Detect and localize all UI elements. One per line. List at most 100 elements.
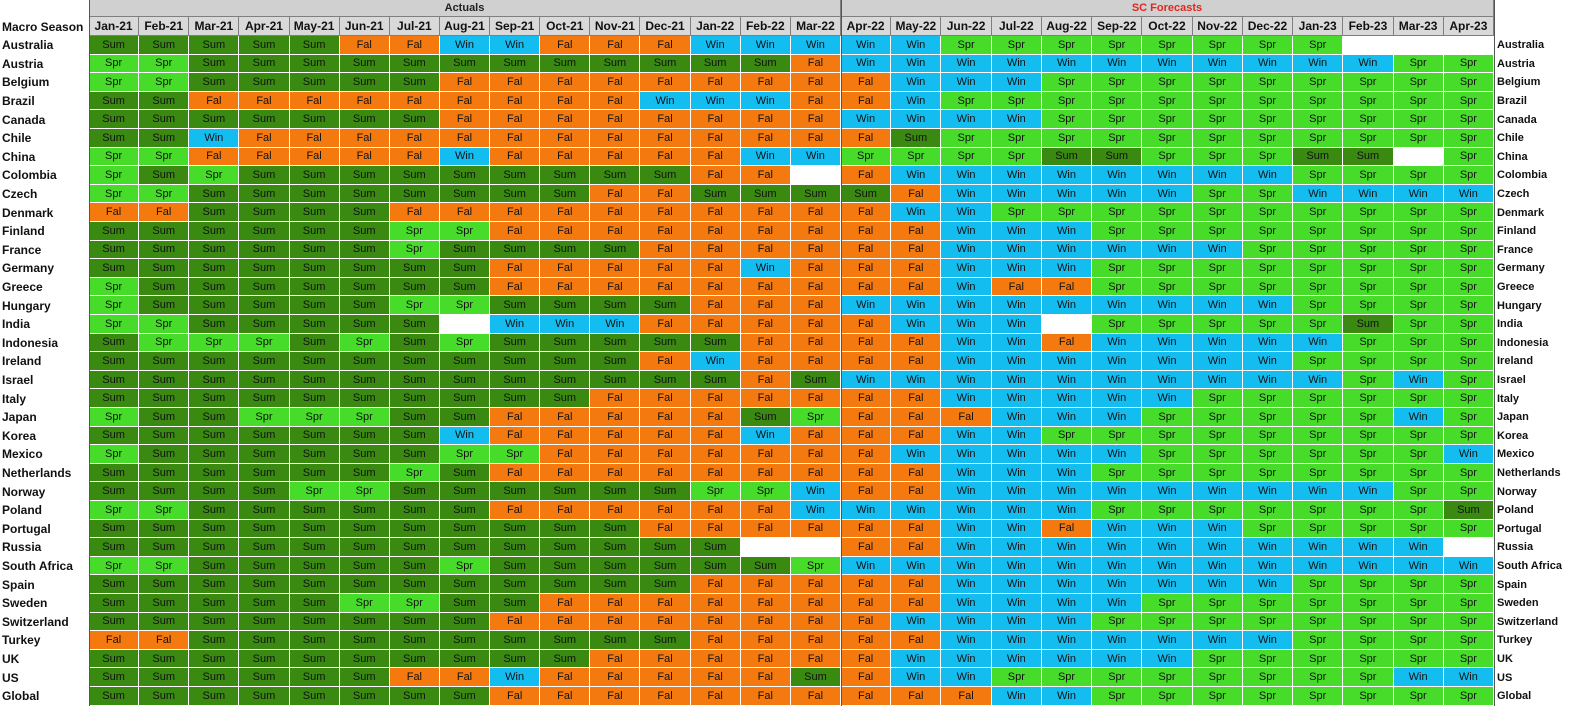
season-cell: Spr — [1443, 110, 1494, 129]
left-border-line — [88, 0, 90, 706]
season-cell: Sum — [439, 54, 491, 74]
season-cell: Sum — [339, 519, 390, 539]
month-header-jun-21: Jun-21 — [339, 17, 390, 36]
season-cell: Fal — [740, 649, 791, 669]
season-cell: Spr — [1343, 203, 1394, 222]
season-cell: Fal — [841, 594, 892, 613]
season-cell: Win — [991, 73, 1042, 92]
season-cell: Spr — [1443, 54, 1494, 74]
season-cell: Sum — [490, 649, 541, 669]
season-cell: Spr — [1343, 631, 1394, 650]
season-cell: Sum — [490, 184, 541, 204]
season-cell: Fal — [740, 73, 791, 92]
season-cell: Sum — [540, 389, 591, 408]
season-cell: Win — [1092, 445, 1143, 464]
season-cell: Win — [941, 277, 992, 297]
season-cell: Win — [1192, 333, 1243, 353]
season-cell: Spr — [1443, 408, 1494, 427]
season-cell: Sum — [189, 426, 240, 446]
season-cell: Sum — [590, 166, 641, 185]
season-cell: Spr — [1343, 687, 1394, 706]
season-cell: Spr — [1443, 240, 1494, 260]
season-cell: Fal — [640, 501, 691, 520]
season-cell: Fal — [540, 594, 591, 613]
season-cell: Sum — [590, 54, 641, 74]
season-cell: Win — [991, 575, 1042, 594]
season-cell: Sum — [439, 575, 491, 594]
season-cell: Fal — [841, 408, 892, 427]
month-header-mar-21: Mar-21 — [189, 17, 240, 36]
season-cell: Spr — [1443, 631, 1494, 650]
season-cell: Spr — [1041, 91, 1093, 111]
season-cell: Spr — [89, 296, 140, 315]
season-cell: Win — [891, 315, 942, 334]
season-cell: Spr — [1343, 222, 1394, 241]
season-cell: Sum — [339, 296, 390, 315]
season-cell: Fal — [740, 203, 791, 222]
month-header-dec-21: Dec-21 — [640, 17, 691, 36]
season-cell: Fal — [891, 222, 942, 241]
season-cell: Sum — [339, 501, 390, 520]
season-cell: Sum — [339, 649, 390, 669]
month-header-jan-22: Jan-22 — [690, 17, 741, 36]
season-cell: Win — [790, 147, 841, 167]
season-cell: Win — [1092, 556, 1143, 576]
season-cell: Sum — [139, 389, 190, 408]
season-cell: Spr — [1192, 73, 1243, 92]
season-cell: Sum — [389, 352, 440, 371]
season-cell: Win — [1142, 184, 1193, 204]
row-label-us: US — [2, 670, 19, 685]
season-cell: Win — [1242, 296, 1294, 315]
season-cell: Sum — [189, 259, 240, 278]
season-cell: Spr — [1393, 333, 1444, 353]
season-cell: Win — [1041, 631, 1093, 650]
season-cell: Spr — [1393, 482, 1444, 501]
season-cell: Fal — [490, 259, 541, 278]
season-cell: Win — [941, 296, 992, 315]
row-label-global: Global — [2, 689, 40, 704]
season-cell: Sum — [439, 687, 491, 706]
season-cell: Fal — [841, 631, 892, 650]
season-cell: Fal — [790, 594, 841, 613]
season-cell: Win — [1293, 370, 1344, 390]
season-cell: Sum — [339, 259, 390, 278]
season-cell: Fal — [490, 687, 541, 706]
season-cell: Fal — [590, 649, 641, 669]
season-cell: Sum — [439, 501, 491, 520]
season-cell: Spr — [1393, 54, 1444, 74]
season-cell: Win — [941, 389, 992, 408]
season-cell: Sum — [239, 463, 290, 483]
season-cell: Spr — [1393, 594, 1444, 613]
season-cell: Spr — [1293, 352, 1344, 371]
season-cell: Sum — [339, 370, 390, 390]
season-cell: Fal — [740, 594, 791, 613]
month-header-jan-23: Jan-23 — [1293, 17, 1344, 36]
season-cell: Fal — [690, 73, 741, 92]
season-cell: Sum — [139, 594, 190, 613]
season-cell: Win — [941, 166, 992, 185]
season-cell: Spr — [1242, 222, 1294, 241]
season-cell: Spr — [1443, 370, 1494, 390]
season-cell: Spr — [1443, 129, 1494, 148]
season-cell: Win — [941, 668, 992, 687]
month-header-dec-22: Dec-22 — [1242, 17, 1294, 36]
season-cell: Spr — [1041, 203, 1093, 222]
season-cell: Win — [1142, 556, 1193, 576]
season-cell: Fal — [339, 129, 390, 148]
season-cell: Sum — [89, 463, 140, 483]
season-cell: Spr — [1343, 296, 1394, 315]
season-cell: Sum — [439, 184, 491, 204]
season-cell: Spr — [1343, 277, 1394, 297]
season-cell: Spr — [1192, 222, 1243, 241]
season-cell: Fal — [490, 110, 541, 129]
season-cell: Fal — [841, 166, 892, 185]
season-cell: Spr — [89, 408, 140, 427]
season-cell: Sum — [289, 184, 340, 204]
season-cell: Sum — [189, 612, 240, 632]
month-header-apr-23: Apr-23 — [1443, 17, 1494, 36]
season-cell: Spr — [1293, 426, 1344, 446]
season-cell: Fal — [690, 203, 741, 222]
season-cell: Fal — [590, 203, 641, 222]
season-cell: Fal — [690, 166, 741, 185]
season-cell: Sum — [490, 166, 541, 185]
